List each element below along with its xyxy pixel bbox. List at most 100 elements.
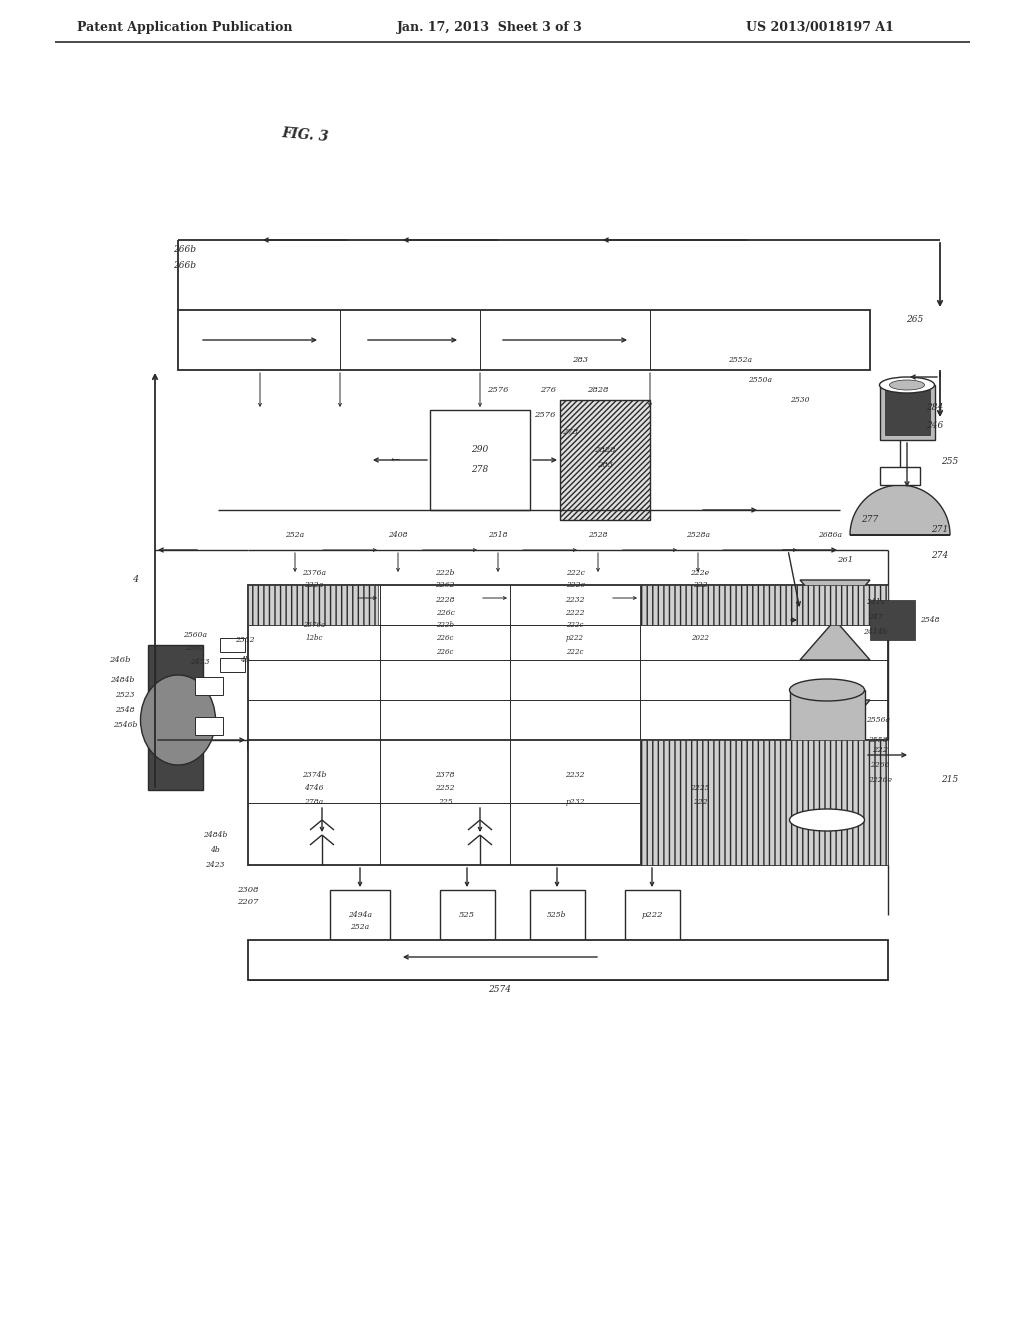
Text: 215: 215 [941,776,958,784]
Text: p232: p232 [565,799,585,807]
Text: 2503: 2503 [185,644,205,652]
Text: 222c: 222c [565,581,585,589]
Text: FIG. 3: FIG. 3 [281,125,329,144]
Text: 2376a: 2376a [303,620,325,630]
Text: 4b: 4b [210,846,220,854]
Bar [560,400,650,520]
Text: 2207: 2207 [238,898,259,906]
Text: ←: ← [390,455,399,465]
Text: 2494a: 2494a [348,911,372,919]
Polygon shape [800,741,870,780]
Text: 2546b: 2546b [113,721,137,729]
Text: 2686a: 2686a [818,531,842,539]
Text: 222: 222 [692,581,708,589]
Text: 222a: 222a [304,581,324,589]
Bar [880,467,920,484]
Text: 226c: 226c [436,648,454,656]
Text: 2574: 2574 [488,986,512,994]
Bar [220,638,245,652]
Text: 277: 277 [861,516,879,524]
Text: 2518: 2518 [488,531,508,539]
Bar [248,741,888,865]
Bar [870,601,915,640]
Text: 2423: 2423 [205,861,224,869]
Text: 2552a: 2552a [728,356,752,364]
Bar [880,385,935,440]
Text: 2414b: 2414b [863,628,887,636]
Text: p222: p222 [641,911,663,919]
Text: 2376a: 2376a [302,569,326,577]
Text: 247: 247 [867,612,883,620]
Text: 2308: 2308 [238,886,259,894]
Text: 252a: 252a [286,531,304,539]
Text: 2252: 2252 [435,784,455,792]
Text: 261: 261 [837,556,853,564]
Text: 2022: 2022 [691,634,709,642]
Text: 222: 222 [872,746,888,754]
Bar [248,940,888,979]
Bar [625,890,680,940]
Text: 278: 278 [471,466,488,474]
Text: 2453: 2453 [190,657,210,667]
Text: 2266: 2266 [870,762,890,770]
Ellipse shape [790,678,864,701]
Text: 2408: 2408 [388,531,408,539]
Text: 2828: 2828 [587,385,608,393]
Bar [790,690,865,820]
Text: 290: 290 [471,446,488,454]
Text: 241s: 241s [865,598,885,606]
Text: 2523: 2523 [116,690,135,700]
Text: 222b: 222b [436,620,454,630]
Text: 4: 4 [132,576,138,585]
Polygon shape [800,700,870,741]
Text: 252a: 252a [350,923,370,931]
Bar [640,585,888,624]
Text: 2828: 2828 [594,446,615,454]
Text: 226c: 226c [436,634,454,642]
Polygon shape [800,620,870,660]
Text: 2226e: 2226e [868,776,892,784]
Text: 2228: 2228 [435,597,455,605]
Text: 2548: 2548 [116,706,135,714]
Text: 12bc: 12bc [305,634,323,642]
Text: Patent Application Publication: Patent Application Publication [77,21,293,33]
Text: 222c: 222c [565,569,585,577]
Polygon shape [800,579,870,620]
Text: 266b: 266b [173,260,197,269]
Text: 2556a: 2556a [866,715,890,723]
Text: 525: 525 [459,911,475,919]
Text: Jan. 17, 2013  Sheet 3 of 3: Jan. 17, 2013 Sheet 3 of 3 [397,21,583,33]
Text: 4746: 4746 [304,784,324,792]
Text: 278: 278 [562,428,579,436]
Text: 2222: 2222 [565,609,585,616]
Text: 278a: 278a [304,799,324,807]
Text: 246b: 246b [110,656,131,664]
Bar [530,890,585,940]
Text: 2484b: 2484b [203,832,227,840]
Text: 283: 283 [597,461,613,469]
Text: 274: 274 [932,550,948,560]
Bar [220,657,245,672]
Text: 2530: 2530 [791,396,810,404]
Text: 2576: 2576 [535,411,556,418]
Text: 226c: 226c [435,609,455,616]
Text: 2550a: 2550a [748,376,772,384]
Ellipse shape [790,809,864,832]
Text: 246: 246 [927,421,944,429]
Text: 2225: 2225 [690,784,710,792]
Bar [330,890,390,940]
Bar [640,741,888,865]
Text: 2528: 2528 [588,531,608,539]
Text: US 2013/0018197 A1: US 2013/0018197 A1 [746,21,894,33]
Text: 225: 225 [437,799,453,807]
Text: 2262: 2262 [435,581,455,589]
Text: 271: 271 [932,525,948,535]
Bar [248,585,888,750]
Text: 222: 222 [692,799,708,807]
Text: p222: p222 [566,634,584,642]
Text: 2374b: 2374b [302,771,327,779]
Bar [248,585,378,624]
Text: 2552: 2552 [236,636,255,644]
Text: 525b: 525b [547,911,566,919]
Ellipse shape [890,380,925,389]
